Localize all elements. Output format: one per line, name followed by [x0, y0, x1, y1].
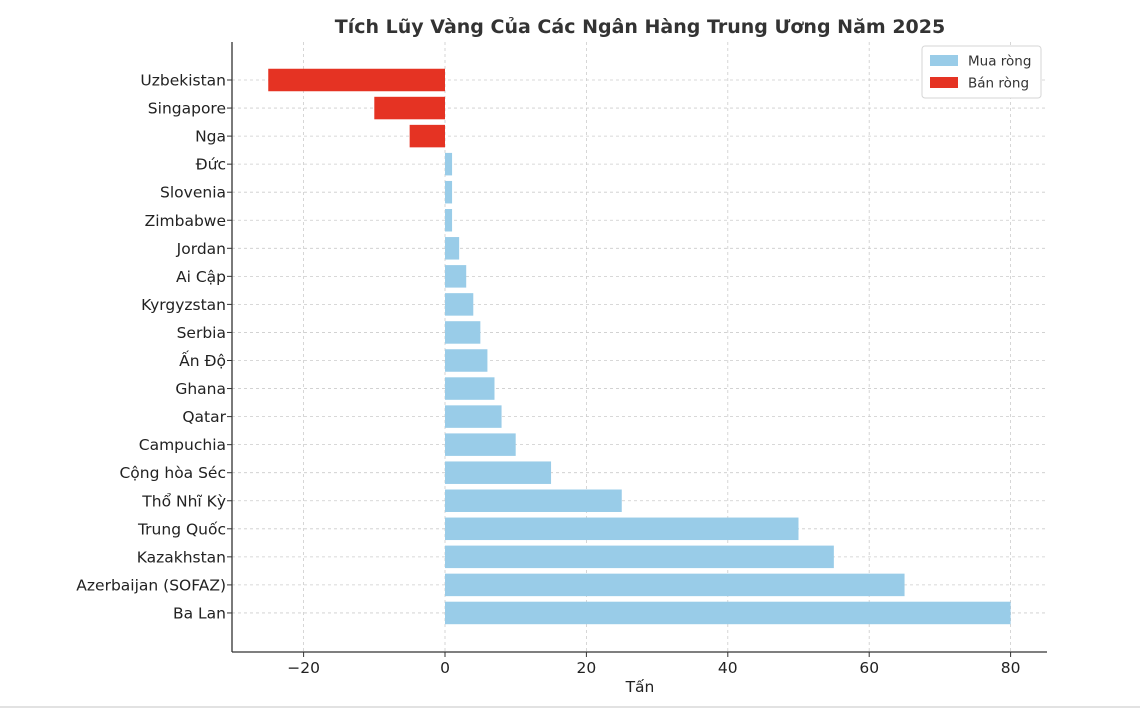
y-tick-label: Đức: [196, 156, 226, 174]
bar-14: [445, 461, 552, 484]
y-tick-label: Kyrgyzstan: [141, 296, 226, 314]
bar-15: [445, 489, 622, 512]
bottom-divider: [0, 706, 1140, 708]
y-tick-label: Cộng hòa Séc: [119, 464, 226, 482]
x-tick-label: 40: [718, 659, 738, 677]
bar-10: [445, 349, 488, 372]
bar-1: [374, 96, 445, 120]
bar-11: [445, 377, 495, 400]
y-tick-label: Ghana: [175, 380, 226, 398]
bar-12: [445, 405, 502, 428]
y-tick-label: Azerbaijan (SOFAZ): [76, 576, 226, 594]
y-tick-label: Ấn Độ: [179, 349, 226, 370]
y-tick-label: Ai Cập: [176, 268, 226, 286]
bar-13: [445, 433, 516, 456]
bar-6: [445, 237, 460, 260]
x-tick-label: 80: [1001, 659, 1021, 677]
legend-label: Mua ròng: [968, 54, 1031, 70]
y-tick-label: Zimbabwe: [145, 212, 226, 230]
legend-swatch: [930, 55, 958, 66]
x-tick-label: 20: [577, 659, 597, 677]
grid-lines: [232, 42, 1047, 652]
bar-4: [445, 180, 453, 204]
chart-title: Tích Lũy Vàng Của Các Ngân Hàng Trung Ươ…: [335, 16, 945, 38]
legend-swatch: [930, 77, 958, 88]
y-tick-label: Trung Quốc: [137, 520, 226, 538]
y-tick-label: Qatar: [182, 408, 226, 426]
bar-7: [445, 265, 467, 288]
bar-3: [445, 152, 453, 176]
bar-18: [445, 573, 905, 597]
y-tick-label: Serbia: [177, 324, 226, 342]
x-axis-label: Tấn: [625, 678, 655, 696]
legend-label: Bán ròng: [968, 76, 1029, 92]
y-tick-label: Ba Lan: [173, 604, 226, 622]
y-tick-label: Jordan: [176, 240, 226, 258]
x-tick-label: −20: [287, 659, 320, 677]
y-tick-label: Singapore: [148, 100, 226, 118]
y-tick-label: Kazakhstan: [137, 548, 226, 566]
x-tick-labels: −20 0 20 40 60 80: [287, 659, 1020, 677]
y-tick-label: Nga: [195, 128, 226, 146]
y-tick-label: Thổ Nhĩ Kỳ: [141, 492, 226, 510]
y-tick-label: Campuchia: [139, 436, 226, 454]
x-tick-label: 0: [440, 659, 450, 677]
y-tick-label: Uzbekistan: [140, 72, 226, 90]
bar-17: [445, 545, 834, 569]
x-tick-label: 60: [859, 659, 879, 677]
bar-9: [445, 321, 481, 344]
bar-5: [445, 209, 453, 232]
bar-2: [409, 124, 445, 148]
y-tick-labels: Uzbekistan Singapore Nga Đức Slovenia Zimbabw…: [76, 72, 226, 623]
y-tick-label: Slovenia: [160, 184, 226, 202]
bar-0: [268, 68, 445, 92]
bar-16: [445, 517, 799, 541]
axes: [227, 42, 1047, 657]
bar-8: [445, 293, 474, 316]
bars: [268, 68, 1011, 625]
bar-19: [445, 601, 1011, 625]
legend: Mua ròng Bán ròng: [921, 45, 1042, 99]
